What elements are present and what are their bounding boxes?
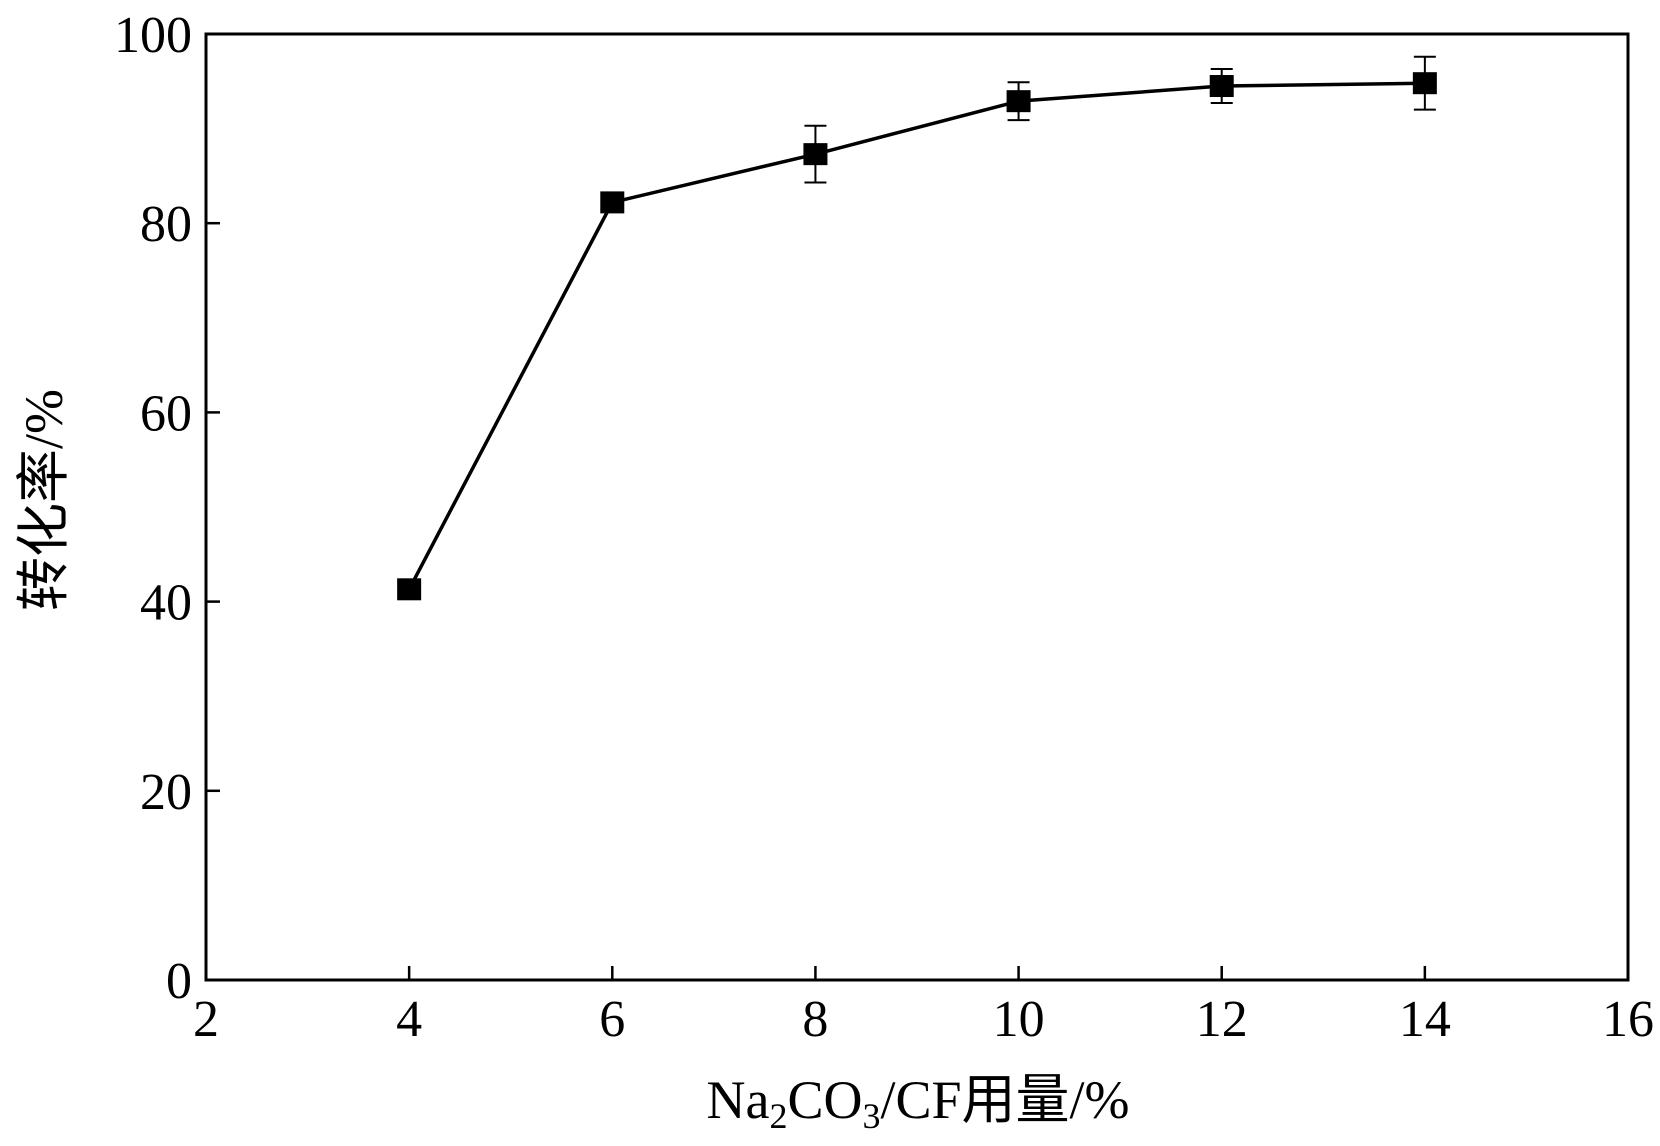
data-point-marker — [397, 578, 422, 601]
x-tick-label: 2 — [193, 991, 219, 1048]
y-tick-label: 100 — [114, 7, 192, 64]
axes-layer: 2 4 6 8 10 12 14 16 0 20 40 60 80 100 — [114, 7, 1654, 1048]
marks-layer — [397, 55, 1437, 601]
y-tick-label: 80 — [140, 196, 192, 253]
x-tick-label: 16 — [1602, 991, 1654, 1048]
x-tick-label: 8 — [802, 991, 828, 1048]
data-point-marker — [1412, 72, 1437, 95]
x-axis-title: Na2CO3/CF用量/% — [706, 1070, 1129, 1136]
data-point-marker — [1006, 90, 1031, 113]
x-axis-title-part: Na — [706, 1070, 769, 1130]
x-axis-title-part: /CF用量/% — [880, 1070, 1129, 1130]
data-point-marker — [1209, 75, 1234, 98]
x-tick-label: 4 — [396, 991, 422, 1048]
x-axis-title-part: CO — [787, 1070, 862, 1130]
x-tick-label: 10 — [993, 991, 1045, 1048]
x-tick-label: 14 — [1399, 991, 1451, 1048]
x-tick-label: 6 — [599, 991, 625, 1048]
y-tick-label: 60 — [140, 385, 192, 442]
y-tick-label: 40 — [140, 575, 192, 632]
x-tick-label: 12 — [1196, 991, 1248, 1048]
y-axis-title: 转化率/% — [14, 389, 74, 611]
plot-frame — [204, 32, 1630, 982]
data-point-marker — [803, 143, 828, 166]
x-axis-title-subscript: 2 — [769, 1096, 787, 1136]
data-point-marker — [600, 191, 625, 214]
x-axis-title-subscript: 3 — [862, 1096, 880, 1136]
y-tick-label: 20 — [140, 764, 192, 821]
y-tick-label: 0 — [166, 953, 192, 1010]
series-line — [407, 81, 1425, 591]
